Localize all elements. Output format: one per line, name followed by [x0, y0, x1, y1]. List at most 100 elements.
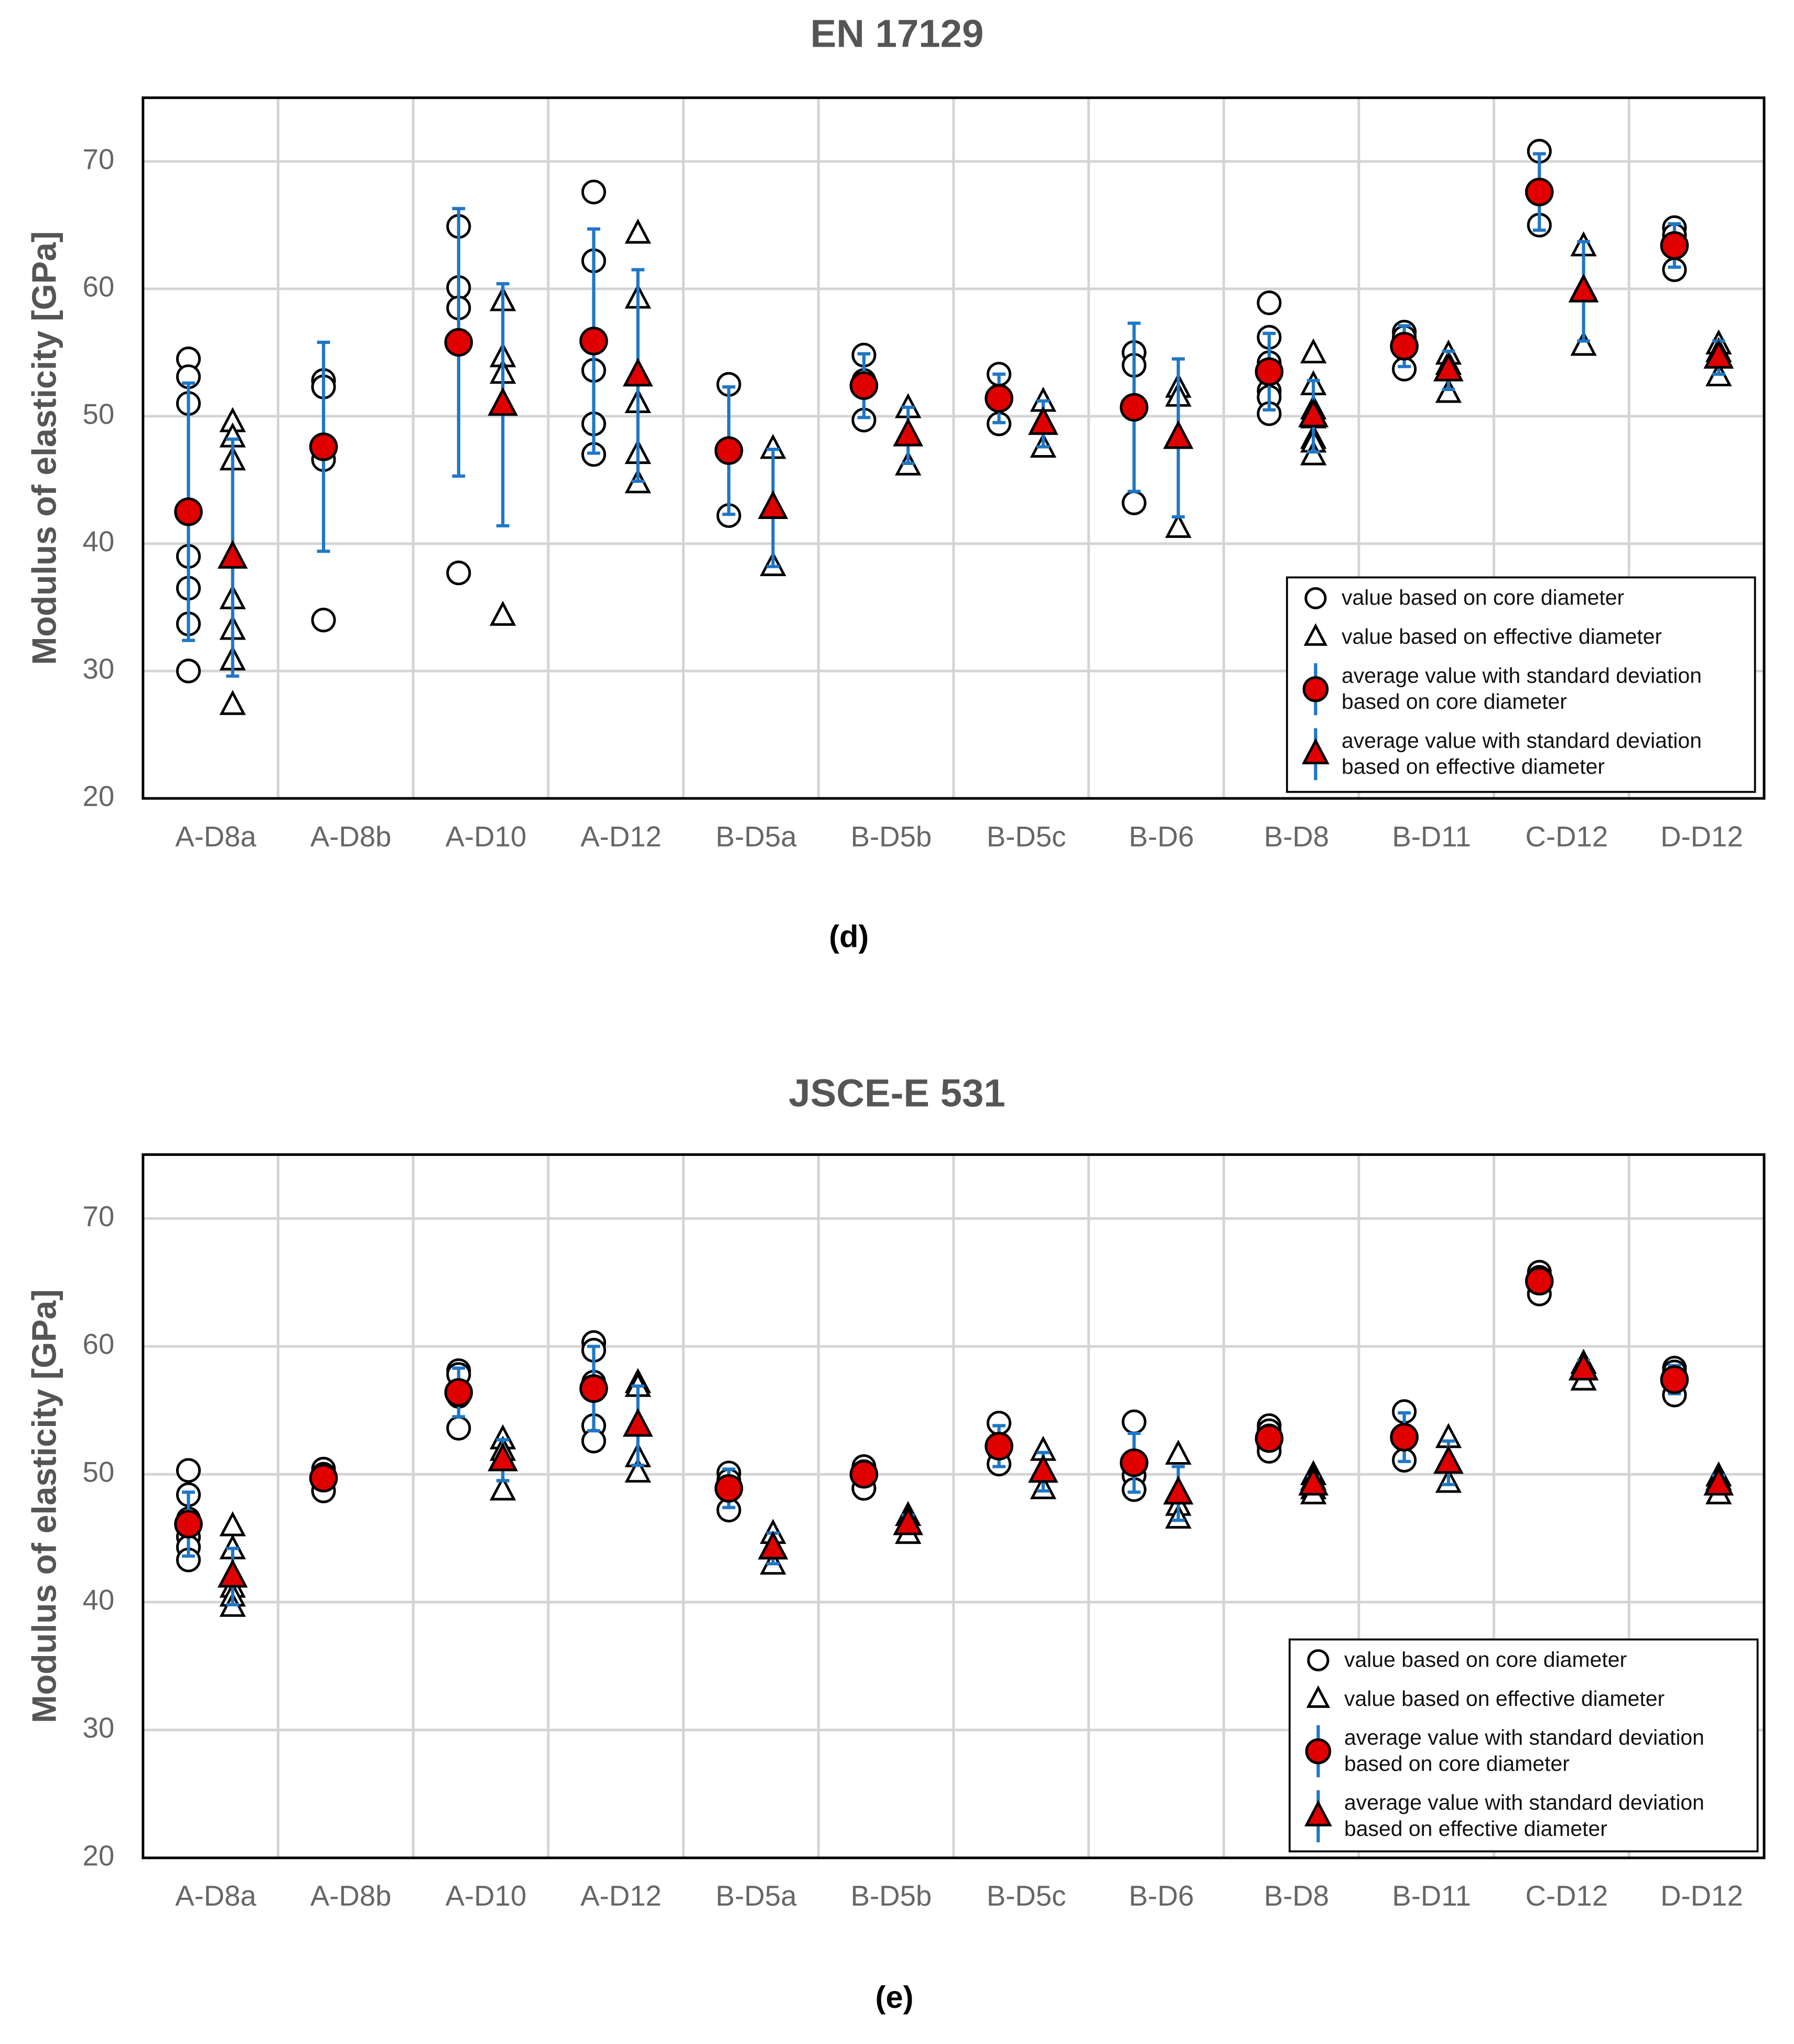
mean-point — [1568, 273, 1599, 302]
mean-point — [714, 1474, 743, 1503]
x-tick-label: B-D5b — [851, 820, 932, 852]
y-tick-label: 50 — [83, 1456, 115, 1488]
legend-marker — [1304, 587, 1327, 610]
data-point — [311, 608, 336, 633]
data-point — [1165, 1440, 1192, 1465]
data-point — [176, 658, 201, 684]
mean-point — [893, 1506, 924, 1535]
chart-title: EN 17129 — [810, 12, 984, 56]
mean-point — [1433, 1445, 1464, 1474]
caption: (d) — [829, 919, 869, 954]
x-tick-label: B-D8 — [1264, 1880, 1329, 1912]
legend-label: value based on core diameter — [1344, 1648, 1627, 1672]
mean-point — [1163, 420, 1194, 449]
caption: (e) — [876, 1980, 914, 2015]
mean-point — [714, 436, 743, 465]
y-tick-label: 20 — [83, 780, 115, 812]
legend-entry: value based on core diameter — [1342, 586, 1625, 610]
mean-point — [1525, 1267, 1554, 1296]
x-tick-label: B-D5a — [716, 1880, 797, 1912]
x-tick-label: B-D6 — [1129, 1880, 1194, 1912]
mean-point — [488, 1442, 518, 1472]
x-tick-label: A-D8b — [310, 820, 392, 852]
data-point — [1570, 330, 1597, 356]
x-tick-label: B-D5c — [987, 1880, 1066, 1912]
x-tick-label: B-D11 — [1392, 820, 1471, 852]
mean-point — [1568, 1351, 1599, 1381]
x-tick-label: A-D10 — [446, 820, 527, 852]
legend-label: value based on effective diameter — [1344, 1688, 1665, 1711]
data-point — [219, 690, 246, 715]
mean-point — [1298, 398, 1329, 428]
mean-point — [1703, 340, 1734, 369]
mean-point — [849, 371, 879, 400]
mean-point — [1028, 406, 1058, 435]
mean-point — [579, 1374, 608, 1403]
x-tick-label: B-D5a — [716, 820, 797, 852]
y-tick-label: 70 — [83, 143, 115, 175]
x-tick-label: A-D12 — [580, 820, 662, 852]
y-axis-label: Modulus of elasticity [GPa] — [25, 231, 63, 665]
mean-point — [444, 328, 473, 357]
mean-point — [622, 1408, 653, 1437]
plot-frame — [142, 96, 1766, 800]
data-point — [489, 600, 516, 626]
y-tick-label: 40 — [83, 525, 115, 557]
mean-point — [1703, 1466, 1734, 1496]
mean-point — [985, 384, 1013, 413]
mean-point — [579, 327, 608, 355]
legend-entry: average value with standard deviation ba… — [1342, 730, 1702, 779]
y-tick-label: 30 — [83, 1712, 115, 1744]
legend-marker — [1307, 1649, 1330, 1672]
legend-label: value based on core diameter — [1342, 586, 1625, 610]
mean-point — [174, 1510, 203, 1539]
legend-marker — [1302, 738, 1330, 764]
mean-point — [1390, 1423, 1419, 1452]
mean-point — [1390, 332, 1419, 361]
mean-point — [758, 1530, 788, 1560]
data-point — [581, 179, 607, 204]
mean-point — [985, 1432, 1013, 1461]
x-tick-label: B-D5c — [987, 820, 1066, 852]
data-point — [624, 218, 651, 244]
data-point — [446, 1415, 471, 1441]
legend-entry: value based on core diameter — [1344, 1648, 1627, 1672]
y-tick-label: 60 — [83, 1328, 115, 1360]
mean-point — [1433, 352, 1464, 382]
data-point — [581, 1429, 607, 1454]
legend-marker — [1305, 1738, 1332, 1765]
mean-point — [309, 432, 338, 461]
x-tick-label: A-D8b — [310, 1880, 392, 1912]
mean-point — [1660, 1365, 1689, 1394]
mean-point — [444, 1378, 473, 1407]
y-tick-label: 50 — [83, 398, 115, 430]
mean-point — [488, 387, 518, 416]
legend-label: value based on effective diameter — [1342, 625, 1662, 649]
legend-marker — [1303, 623, 1328, 646]
legend-entry: value based on effective diameter — [1342, 625, 1662, 649]
x-tick-label: A-D10 — [446, 1880, 527, 1912]
data-point — [624, 1457, 651, 1483]
mean-point — [174, 497, 203, 526]
x-tick-label: D-D12 — [1660, 820, 1743, 852]
x-tick-label: B-D5b — [851, 1880, 932, 1912]
mean-point — [1298, 1466, 1329, 1496]
data-point — [1300, 338, 1327, 364]
legend-entry: average value with standard deviation ba… — [1344, 1727, 1704, 1776]
mean-point — [1028, 1454, 1058, 1483]
y-axis-label: Modulus of elasticity [GPa] — [25, 1289, 63, 1723]
legend-box — [1289, 1638, 1759, 1853]
mean-point — [1525, 177, 1554, 207]
mean-point — [758, 490, 788, 520]
legend-marker — [1304, 1800, 1332, 1826]
y-tick-label: 20 — [83, 1840, 115, 1872]
mean-point — [622, 358, 653, 387]
legend-box — [1286, 576, 1756, 793]
mean-point — [1255, 1424, 1284, 1453]
mean-point — [217, 1559, 248, 1588]
plot-frame — [142, 1153, 1766, 1859]
data-point — [489, 1475, 516, 1501]
x-tick-label: B-D8 — [1264, 820, 1329, 852]
data-point — [1121, 490, 1147, 515]
